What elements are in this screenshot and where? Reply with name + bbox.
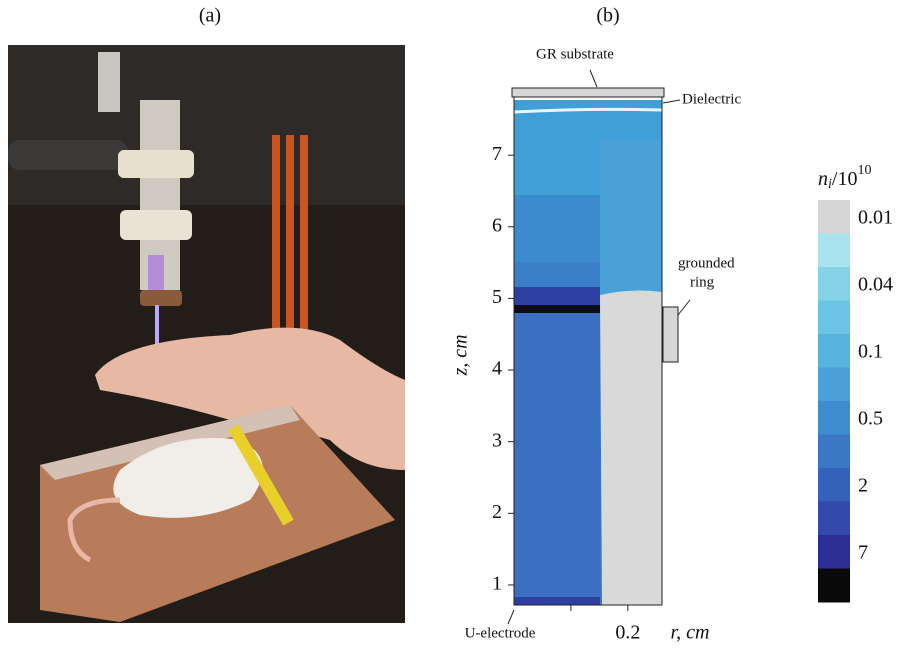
colorbar-tick-label: 0.1 xyxy=(858,340,883,362)
colorbar-tick-label: 0.5 xyxy=(858,407,883,429)
photo xyxy=(8,45,405,623)
colorbar-title-divisor: /10 xyxy=(832,168,858,190)
y-tick-label: 4 xyxy=(492,358,502,380)
panel-label: (a) xyxy=(199,5,221,27)
y-tick-label: 5 xyxy=(492,286,502,308)
panel-label: (b) xyxy=(596,5,619,27)
colorbar-band xyxy=(818,334,850,368)
colorbar-title-symbol: n xyxy=(818,168,828,190)
annotation: Dielectric xyxy=(682,91,741,107)
colorbar-band xyxy=(818,435,850,469)
colorbar-title: ni/1010 xyxy=(818,163,871,192)
colorbar-band xyxy=(818,569,850,603)
y-tick-label: 1 xyxy=(492,573,502,595)
annotation: GR substrate xyxy=(536,46,614,62)
x-axis-label: r, cm xyxy=(671,622,710,644)
colorbar-tick-label: 0.01 xyxy=(858,206,893,228)
x-tick-label: 0.2 xyxy=(615,622,640,644)
y-tick-label: 7 xyxy=(492,143,502,165)
colorbar-tick-label: 7 xyxy=(858,541,868,563)
figure: (a) (b) xyxy=(0,0,905,649)
annotation: ring xyxy=(690,274,715,290)
colorbar-title-exponent: 10 xyxy=(857,163,871,178)
colorbar-band xyxy=(818,368,850,402)
y-tick-label: 2 xyxy=(492,501,502,523)
colorbar-tick-label: 2 xyxy=(858,474,868,496)
colorbar-band xyxy=(818,401,850,435)
colorbar-band xyxy=(818,468,850,502)
colorbar-band xyxy=(818,502,850,536)
y-axis-label: z, cm xyxy=(450,334,472,376)
colorbar-band xyxy=(818,200,850,234)
y-tick-label: 3 xyxy=(492,429,502,451)
annotation: U-electrode xyxy=(465,625,536,641)
colorbar-tick-label: 0.04 xyxy=(858,273,893,295)
annotation: grounded xyxy=(678,255,735,271)
colorbar-band xyxy=(818,267,850,301)
colorbar-band xyxy=(818,234,850,268)
colorbar-band xyxy=(818,535,850,569)
y-tick-label: 6 xyxy=(492,214,502,236)
colorbar-band xyxy=(818,301,850,335)
contour-field xyxy=(508,70,690,624)
